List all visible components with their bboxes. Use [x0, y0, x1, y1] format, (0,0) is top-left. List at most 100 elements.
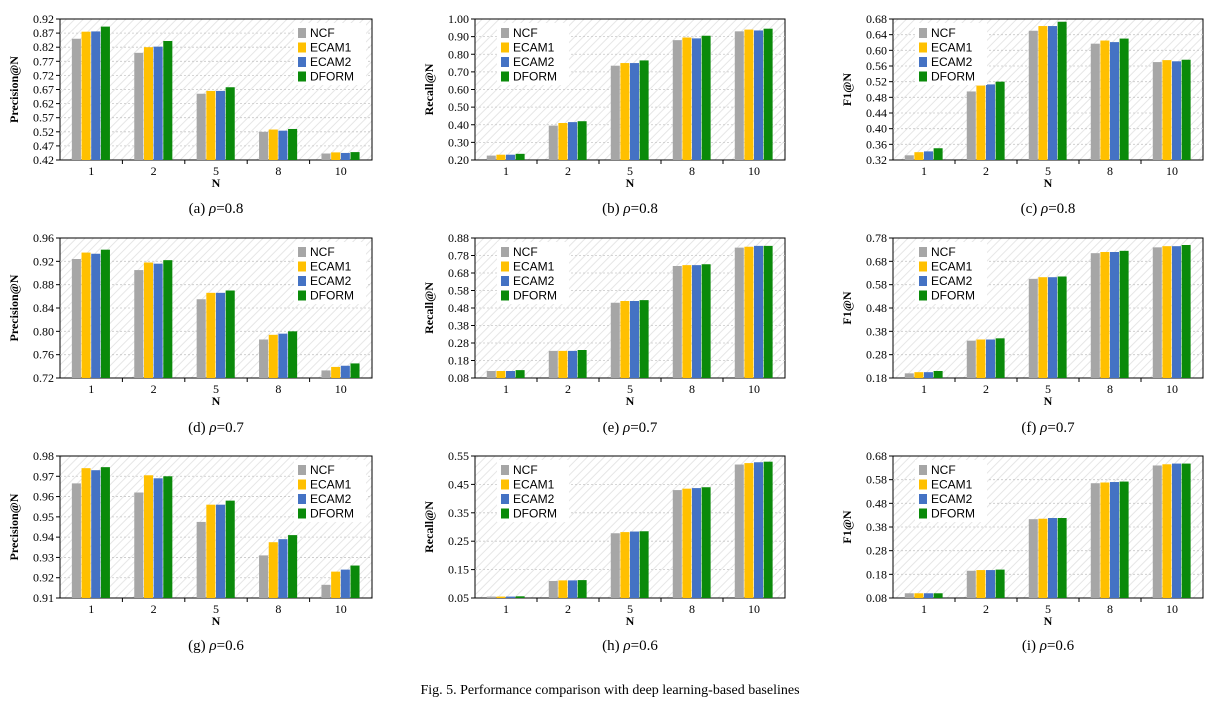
y-tick-label: 0.20 [448, 153, 469, 167]
x-tick-label: 1 [503, 602, 509, 616]
bar-dform-n10 [350, 565, 360, 598]
bar-ecam1-n1 [496, 154, 506, 160]
y-tick-label: 0.68 [866, 449, 887, 463]
bar-ecam1-n8 [682, 265, 692, 379]
bar-dform-n1 [515, 153, 525, 160]
bar-ecam2-n5 [1048, 26, 1058, 160]
legend-swatch-ecam2 [501, 494, 509, 504]
chart-panel-d: 0.72 0.76 0.80 0.84 0.88 0.92 0.96 1 2 5 8 10 N Preci… [7, 231, 373, 408]
chart-panel-a: 0.420.470.520.570.620.670.720.770.820.87… [7, 12, 373, 190]
legend-entry-dform: DFORM [931, 289, 975, 303]
x-tick-label: 1 [921, 602, 927, 616]
bar-ecam1-n2 [143, 262, 153, 378]
y-tick-label: 0.28 [866, 544, 887, 558]
bar-ecam1-n1 [81, 468, 91, 598]
bar-ecam2-n1 [924, 593, 934, 598]
bar-ecam1-n5 [620, 532, 630, 598]
bar-ncf-n2 [966, 340, 976, 378]
y-tick-label: 0.08 [448, 371, 469, 385]
y-tick-label: 0.92 [33, 571, 54, 585]
bar-ecam1-n8 [682, 37, 692, 161]
panel-caption-value: =0.8 [1048, 201, 1076, 217]
y-tick-label: 0.57 [33, 111, 54, 125]
legend-swatch-ecam2 [298, 57, 306, 67]
y-tick-label: 0.47 [33, 139, 54, 153]
legend-entry-ecam1: ECAM1 [931, 41, 973, 55]
x-tick-label: 10 [335, 164, 347, 178]
bar-dform-n1 [933, 148, 943, 160]
bar-dform-n10 [1181, 463, 1191, 598]
y-tick-label: 0.96 [33, 231, 54, 245]
bar-ecam1-n2 [558, 350, 568, 379]
bar-dform-n5 [639, 531, 649, 598]
x-axis-label: N [1044, 614, 1053, 628]
legend-entry-ncf: NCF [310, 26, 335, 40]
y-tick-label: 0.87 [33, 26, 54, 40]
x-tick-label: 5 [627, 382, 633, 396]
bar-ecam1-n2 [976, 570, 986, 598]
x-tick-label: 10 [335, 382, 347, 396]
x-tick-label: 8 [1107, 382, 1113, 396]
bar-dform-n5 [225, 87, 235, 160]
legend-swatch-ecam1 [501, 479, 509, 490]
bar-ecam2-n1 [91, 31, 101, 160]
panel-caption-e: (e) ρ=0.7 [603, 420, 658, 437]
bar-ecam1-n1 [914, 593, 924, 598]
legend-swatch-ncf [298, 247, 306, 257]
y-tick-label: 0.91 [33, 591, 54, 605]
y-tick-label: 0.70 [448, 65, 469, 79]
x-tick-label: 1 [503, 382, 509, 396]
bar-ncf-n2 [134, 270, 144, 378]
bar-ecam1-n10 [331, 571, 341, 598]
x-tick-label: 5 [627, 602, 633, 616]
rho-symbol: ρ [1040, 201, 1049, 217]
bar-ecam1-n5 [620, 63, 630, 161]
legend-swatch-ncf [501, 247, 509, 257]
y-tick-label: 0.78 [866, 231, 887, 245]
chart-panel-f: 0.18 0.28 0.38 0.48 0.58 0.68 0.78 1 2 5 8 10 N F1@N N… [840, 231, 1204, 408]
legend-entry-ncf: NCF [513, 463, 538, 477]
bar-ncf-n5 [610, 65, 620, 160]
figure-caption: Fig. 5. Performance comparison with deep… [420, 683, 800, 698]
bar-ecam1-n5 [206, 90, 216, 160]
bar-ncf-n10 [734, 464, 744, 598]
bar-ecam2-n8 [1110, 42, 1120, 160]
y-axis-label: F1@N [840, 510, 854, 543]
bar-ncf-n8 [672, 40, 682, 160]
legend-entry-ecam1: ECAM1 [931, 478, 973, 492]
bar-dform-n2 [577, 350, 587, 378]
x-tick-label: 2 [565, 602, 571, 616]
y-tick-label: 0.58 [866, 278, 887, 292]
legend-swatch-ecam1 [501, 42, 509, 53]
bar-dform-n1 [100, 26, 110, 160]
bar-ecam1-n10 [331, 366, 341, 378]
bar-ecam1-n10 [331, 152, 341, 160]
bar-ecam1-n5 [206, 504, 216, 598]
bar-dform-n2 [577, 121, 587, 160]
bar-ecam2-n1 [506, 154, 516, 160]
x-tick-label: 2 [151, 602, 157, 616]
bar-dform-n1 [515, 596, 525, 598]
bar-ncf-n10 [321, 584, 331, 598]
rho-symbol: ρ [209, 638, 217, 654]
y-tick-label: 0.77 [33, 54, 54, 68]
bar-ecam2-n2 [986, 84, 996, 160]
bar-ecam1-n1 [496, 371, 506, 378]
y-tick-label: 0.05 [448, 591, 469, 605]
y-tick-label: 0.92 [33, 254, 54, 268]
bar-ncf-n8 [259, 339, 269, 378]
y-axis-label: Precision@N [7, 493, 21, 560]
bar-ecam1-n1 [914, 372, 924, 378]
y-tick-label: 0.98 [33, 449, 54, 463]
legend-swatch-ecam1 [298, 261, 306, 272]
bar-ecam2-n5 [1048, 277, 1058, 378]
bar-ncf-n1 [71, 259, 81, 378]
bar-ncf-n10 [1152, 465, 1162, 598]
legend-swatch-dform [298, 508, 306, 519]
bar-ncf-n1 [71, 483, 81, 598]
bar-ecam2-n1 [91, 470, 101, 598]
legend-swatch-dform [298, 290, 306, 301]
y-tick-label: 0.68 [866, 254, 887, 268]
legend-entry-dform: DFORM [513, 70, 557, 84]
